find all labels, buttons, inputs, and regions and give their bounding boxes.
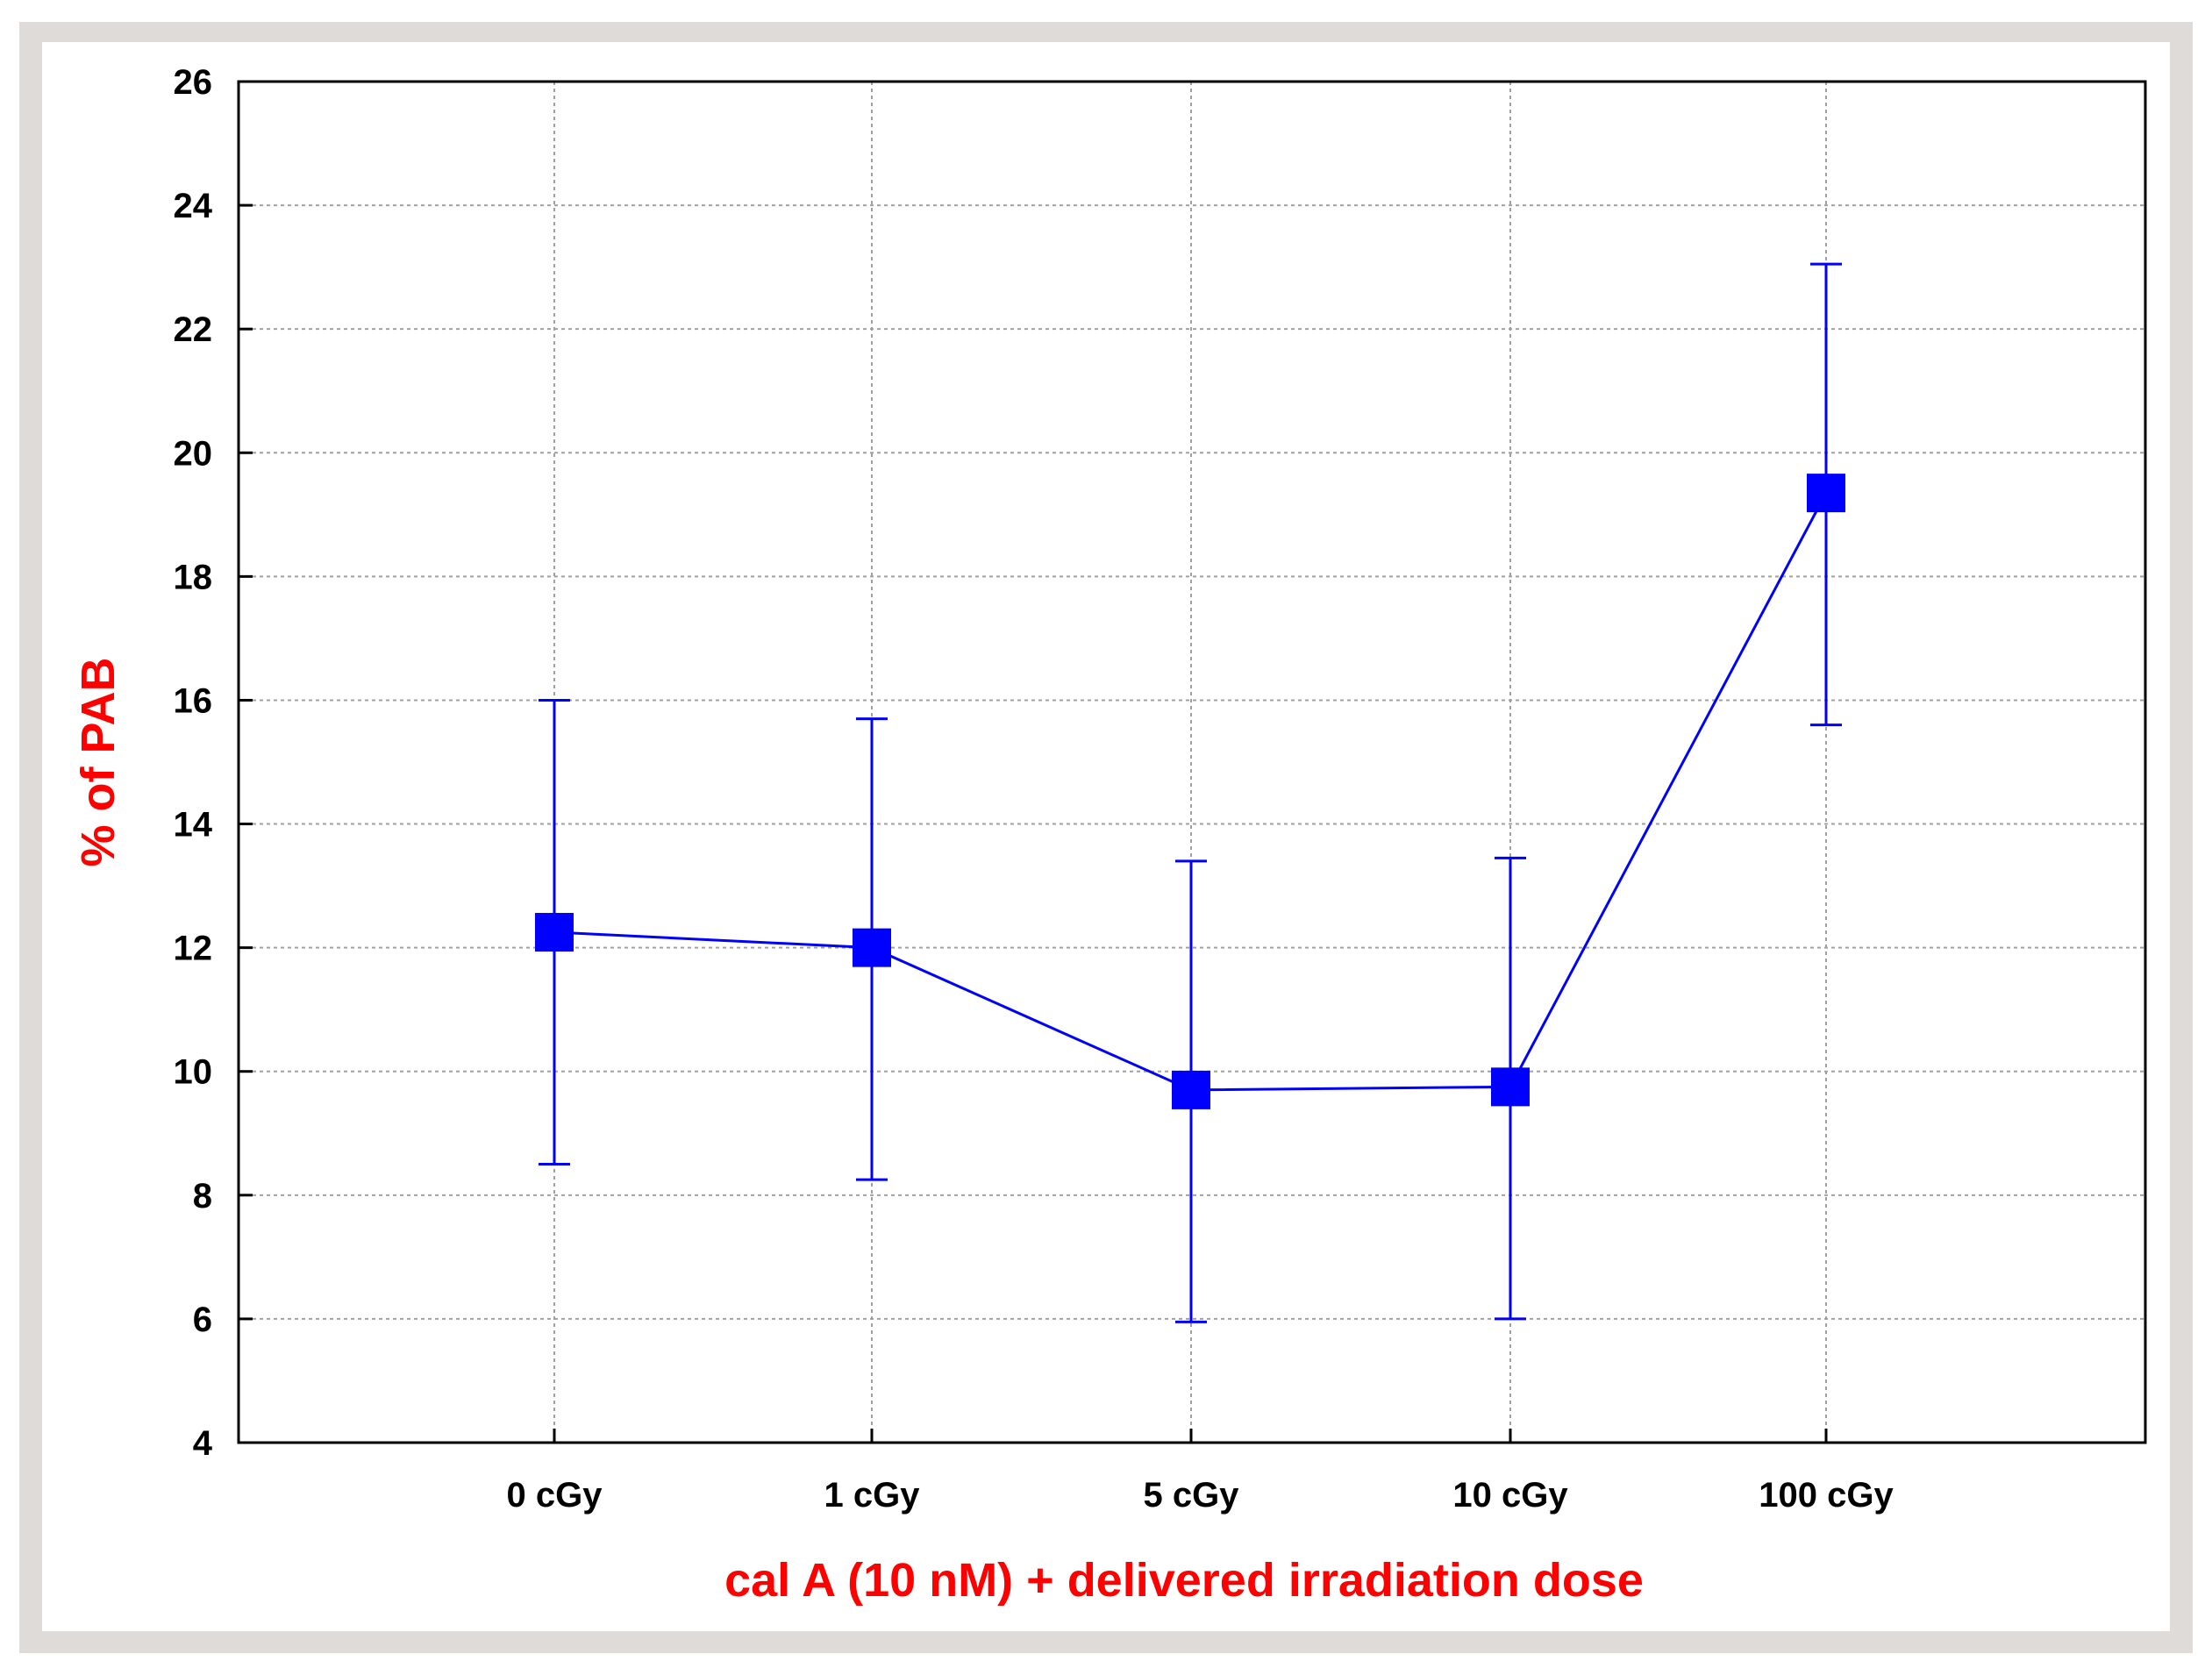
- y-tick-label: 26: [174, 63, 213, 102]
- series-layer: [535, 262, 1845, 1323]
- data-point: [1172, 1070, 1210, 1109]
- y-tick-label: 14: [174, 806, 213, 845]
- y-tick-label: 16: [174, 681, 213, 720]
- y-tick-label: 8: [193, 1177, 212, 1215]
- x-tick-label: 5 cGy: [1144, 1476, 1240, 1515]
- y-tick-label: 4: [193, 1424, 213, 1463]
- y-axis-ticks: 4 6 8 10 12 14 16 18 20 22 24 26: [174, 63, 253, 1463]
- data-point: [535, 913, 574, 952]
- data-point: [1491, 1067, 1530, 1107]
- x-axis-ticks: 0 cGy 1 cGy 5 cGy 10 cGy 100 cGy: [507, 1429, 1894, 1515]
- data-point: [1807, 474, 1845, 513]
- y-tick-label: 10: [174, 1053, 213, 1092]
- y-axis-title: % of PAB: [72, 658, 125, 867]
- x-tick-label: 100 cGy: [1759, 1476, 1894, 1515]
- y-tick-label: 6: [193, 1301, 212, 1339]
- x-tick-label: 10 cGy: [1452, 1476, 1568, 1515]
- chart-panel: [42, 42, 2170, 1631]
- y-tick-label: 20: [174, 434, 213, 473]
- y-tick-label: 18: [174, 558, 213, 596]
- x-tick-label: 0 cGy: [507, 1476, 603, 1515]
- data-point: [853, 928, 891, 967]
- x-axis-title: cal A (10 nM) + delivered irradiation do…: [724, 1554, 1644, 1607]
- y-tick-label: 24: [174, 187, 213, 225]
- x-tick-label: 1 cGy: [824, 1476, 921, 1515]
- y-tick-label: 12: [174, 930, 213, 968]
- y-tick-label: 22: [174, 310, 213, 349]
